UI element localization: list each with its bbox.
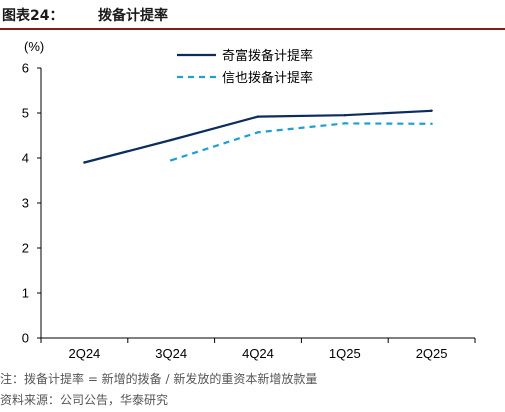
x-tick-label: 1Q25: [329, 346, 361, 361]
data-point-1-1: [170, 159, 173, 162]
x-tick-label: 3Q24: [155, 346, 187, 361]
data-point-0-0: [83, 161, 86, 164]
figure-source: 资料来源：公司公告，华泰研究: [0, 393, 169, 407]
x-tick-label: 4Q24: [242, 346, 274, 361]
figure-title-bar: 图表24： 拨备计提率: [0, 0, 505, 30]
series-line-0: [84, 109, 432, 164]
x-tick-label: 2Q24: [68, 346, 100, 361]
y-tick-label: 2: [22, 241, 29, 256]
data-point-1-3: [343, 122, 346, 125]
figure-label: 图表24：: [2, 8, 64, 24]
data-point-0-4: [430, 109, 433, 112]
legend-label-1: 信也拨备计提率: [222, 70, 313, 86]
legend-label-0: 奇富拨备计提率: [222, 48, 313, 64]
series-line-1: [170, 122, 432, 162]
data-point-0-1: [170, 138, 173, 142]
y-tick-label: 4: [22, 151, 29, 166]
data-point-0-2: [256, 115, 260, 118]
figure-title: 拨备计提率: [98, 8, 168, 24]
y-tick-label: 0: [22, 331, 29, 346]
data-point-1-4: [430, 122, 433, 126]
x-tick-label: 2Q25: [416, 346, 448, 361]
y-tick-label: 3: [22, 196, 29, 211]
y-axis-label: (%): [24, 39, 44, 54]
chart-axes: 0 1 2 3 4 5 6 (%) 2Q24 3Q24 4Q24 1Q25 2Q25: [22, 39, 476, 361]
figure-note: 注：拨备计提率 = 新增的拨备 / 新发放的重资本新增放款量: [0, 372, 318, 386]
line-chart: 0 1 2 3 4 5 6 (%) 2Q24 3Q24 4Q24 1Q25 2Q25 奇富拨备计提率信也…: [22, 39, 476, 361]
y-tick-label: 5: [22, 106, 29, 121]
y-tick-label: 1: [22, 286, 29, 301]
data-point-1-2: [256, 131, 260, 134]
data-point-0-3: [343, 114, 346, 117]
y-tick-label: 6: [22, 61, 29, 76]
chart-marks: [83, 109, 433, 164]
